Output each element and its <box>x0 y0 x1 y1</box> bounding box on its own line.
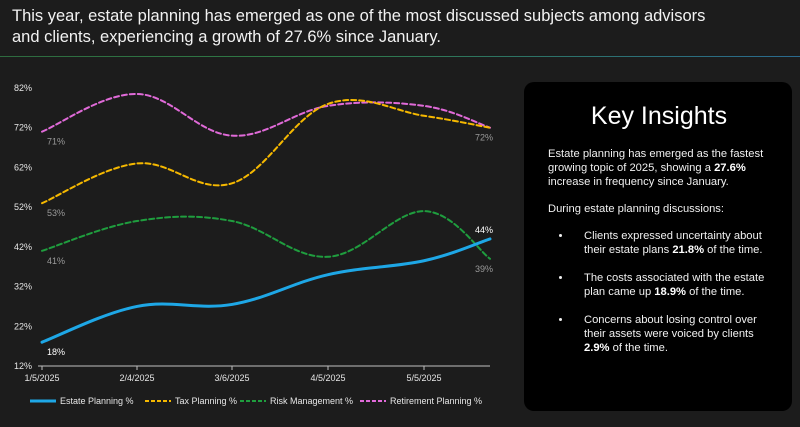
series-line-retirement-planning <box>41 92 491 137</box>
y-tick-label: 72% <box>14 123 32 133</box>
y-tick-label: 32% <box>14 282 32 292</box>
y-tick-label: 12% <box>14 361 32 371</box>
y-tick-label: 62% <box>14 162 32 172</box>
insight-highlight: 27.6% <box>714 162 746 174</box>
x-tick-label: 3/6/2025 <box>214 373 249 383</box>
insight-list: Clients expressed uncertainty about thei… <box>548 229 770 355</box>
x-tick-label: 5/5/2025 <box>406 373 441 383</box>
insight-highlight: 2.9% <box>584 342 610 354</box>
legend-label: Risk Management % <box>270 396 353 406</box>
insight-highlight: 18.9% <box>654 286 687 298</box>
insight-text: of the time. <box>609 342 668 354</box>
series-line-risk-management <box>41 210 491 260</box>
data-label: 72% <box>475 133 493 143</box>
insight-paragraph-2: During estate planning discussions: <box>548 203 724 215</box>
insight-text: of the time. <box>686 286 745 298</box>
data-label: 44% <box>475 225 493 235</box>
insight-bullet-3: Concerns about losing control over their… <box>572 313 770 355</box>
y-tick-label: 22% <box>14 321 32 331</box>
x-tick-label: 2/4/2025 <box>119 373 154 383</box>
insight-bullet-2: The costs associated with the estate pla… <box>572 271 770 299</box>
line-chart: 12% 22% 32% 42% 52% 62% 72% 82% 1/5/2025 2/4/2025… <box>14 83 493 406</box>
insight-text: Concerns about losing control over their… <box>584 314 757 340</box>
chart-headline: This year, estate planning has emerged a… <box>12 6 712 48</box>
data-label: 71% <box>47 137 65 147</box>
data-label: 39% <box>475 264 493 274</box>
y-tick-label: 82% <box>14 83 32 93</box>
insight-paragraph-1: Estate planning has emerged as the faste… <box>548 147 770 189</box>
series-line-estate-planning <box>40 237 492 344</box>
y-tick-label: 42% <box>14 242 32 252</box>
legend-label: Estate Planning % <box>60 396 134 406</box>
insight-text: of the time. <box>704 244 763 256</box>
data-label: 18% <box>47 347 65 357</box>
key-insights-title: Key Insights <box>590 102 728 130</box>
headline-line-2: and clients, experiencing a growth of 27… <box>12 28 441 46</box>
insight-text: Clients expressed uncertainty about thei… <box>584 230 762 256</box>
insight-highlight: 21.8% <box>672 244 705 256</box>
key-insights-panel: Key Insights Estate planning has emerged… <box>524 82 792 411</box>
insight-text: Estate planning has emerged as the faste… <box>548 148 764 174</box>
series-line-tax-planning <box>41 99 491 205</box>
legend-label: Tax Planning % <box>175 396 237 406</box>
insight-bullet-1: Clients expressed uncertainty about thei… <box>572 229 770 257</box>
insight-text: The costs associated with the estate pla… <box>584 272 765 298</box>
header-divider <box>0 56 800 57</box>
legend-label: Retirement Planning % <box>390 396 482 406</box>
data-label: 53% <box>47 208 65 218</box>
headline-line-1: This year, estate planning has emerged a… <box>12 7 706 25</box>
data-label: 41% <box>47 256 65 266</box>
y-tick-label: 52% <box>14 202 32 212</box>
x-tick-label: 4/5/2025 <box>310 373 345 383</box>
x-tick-label: 1/5/2025 <box>24 373 59 383</box>
insight-text: increase in frequency since January. <box>548 176 729 188</box>
